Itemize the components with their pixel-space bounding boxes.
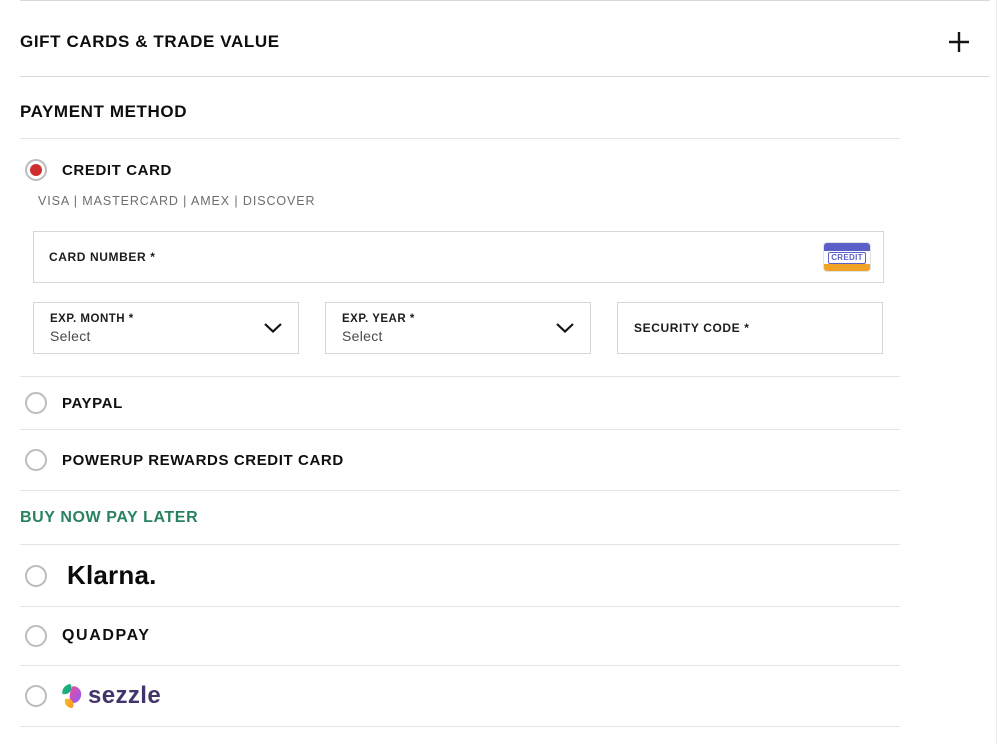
sezzle-option[interactable]: sezzle (0, 666, 1000, 726)
divider-sezzle (20, 726, 900, 727)
exp-year-value: Select (342, 327, 383, 344)
credit-card-icon-bottom-band (824, 264, 870, 271)
paypal-radio[interactable] (25, 392, 47, 414)
paypal-label: PAYPAL (62, 394, 123, 412)
divider-payment-heading (20, 138, 900, 139)
card-number-field[interactable]: CARD NUMBER * CREDIT (33, 231, 884, 283)
exp-year-select[interactable]: EXP. YEAR * Select (325, 302, 591, 354)
sezzle-logo: sezzle (60, 682, 161, 710)
card-number-label: CARD NUMBER * (49, 250, 156, 264)
sezzle-wordmark: sezzle (88, 682, 162, 709)
paypal-option[interactable]: PAYPAL (0, 377, 1000, 429)
divider-powerup (20, 490, 900, 491)
credit-card-label: CREDIT CARD (62, 161, 172, 179)
bnpl-heading-row: BUY NOW PAY LATER (0, 491, 1000, 544)
credit-card-option[interactable]: CREDIT CARD (0, 159, 1000, 181)
payment-method-title: PAYMENT METHOD (20, 102, 188, 121)
security-code-field[interactable]: SECURITY CODE * (617, 302, 883, 354)
quadpay-radio[interactable] (25, 625, 47, 647)
exp-month-label: EXP. MONTH * (50, 312, 134, 325)
bnpl-title: BUY NOW PAY LATER (20, 508, 199, 526)
divider-credit-card (20, 376, 900, 377)
expiry-security-row: EXP. MONTH * Select EXP. YEAR * Select S… (33, 302, 1000, 354)
credit-card-icon-top-band (824, 243, 870, 251)
credit-card-icon: CREDIT (823, 242, 871, 272)
exp-year-label: EXP. YEAR * (342, 312, 415, 325)
chevron-down-icon (556, 323, 574, 333)
powerup-radio[interactable] (25, 449, 47, 471)
credit-card-icon-text: CREDIT (828, 251, 866, 264)
gift-cards-accordion-header[interactable]: GIFT CARDS & TRADE VALUE (0, 7, 1000, 76)
credit-card-radio[interactable] (25, 159, 47, 181)
plus-icon (949, 31, 969, 52)
divider-bnpl-heading (20, 544, 900, 545)
chevron-down-icon (264, 323, 282, 333)
accepted-cards-text: VISA | MASTERCARD | AMEX | DISCOVER (38, 194, 316, 208)
sezzle-icon (62, 684, 82, 708)
divider-quadpay (20, 665, 900, 666)
page-right-edge (996, 0, 997, 745)
divider-top (20, 0, 990, 1)
quadpay-logo: QUADPAY (62, 627, 151, 644)
klarna-option[interactable]: Klarna. (0, 545, 1000, 606)
sezzle-radio[interactable] (25, 685, 47, 707)
gift-cards-title: GIFT CARDS & TRADE VALUE (20, 31, 280, 51)
exp-month-value: Select (50, 327, 91, 344)
security-code-label: SECURITY CODE * (634, 321, 750, 335)
powerup-option[interactable]: POWERUP REWARDS CREDIT CARD (0, 430, 1000, 490)
divider-klarna (20, 606, 900, 607)
powerup-label: POWERUP REWARDS CREDIT CARD (62, 451, 344, 469)
klarna-logo: Klarna. (67, 560, 157, 590)
divider-paypal (20, 429, 900, 430)
exp-month-select[interactable]: EXP. MONTH * Select (33, 302, 299, 354)
klarna-radio[interactable] (25, 564, 47, 587)
expand-plus-icon[interactable] (946, 29, 972, 55)
divider-gift-cards (20, 76, 990, 77)
credit-card-section: CREDIT CARD VISA | MASTERCARD | AMEX | D… (0, 159, 1000, 376)
quadpay-option[interactable]: QUADPAY (0, 607, 1000, 665)
